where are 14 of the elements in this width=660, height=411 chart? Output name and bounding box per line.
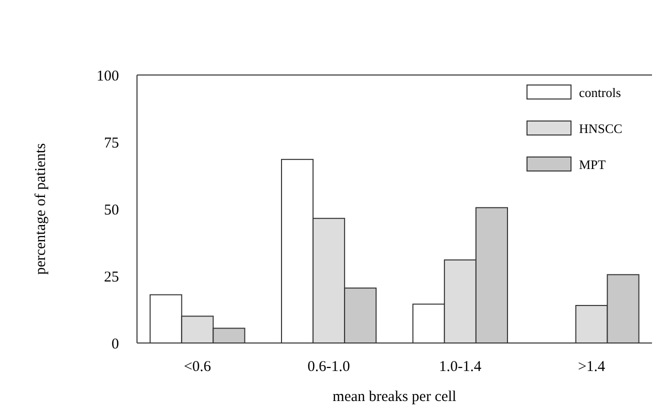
y-tick-label: 50 <box>104 202 119 218</box>
x-tick-label: 0.6-1.0 <box>308 359 350 375</box>
legend-label: MPT <box>579 157 606 172</box>
legend-label: controls <box>579 85 621 100</box>
x-axis-title: mean breaks per cell <box>332 389 456 405</box>
x-tick-label: <0.6 <box>184 359 212 375</box>
y-tick-label: 100 <box>96 68 119 84</box>
y-axis-title: percentage of patients <box>33 143 49 275</box>
x-tick-label: >1.4 <box>578 359 606 375</box>
x-tick-label: 1.0-1.4 <box>438 359 482 375</box>
y-tick-label: 0 <box>112 336 119 352</box>
y-tick-label: 75 <box>104 135 119 152</box>
y-tick-label: 25 <box>104 269 119 286</box>
legend-label: HNSCC <box>579 121 622 136</box>
